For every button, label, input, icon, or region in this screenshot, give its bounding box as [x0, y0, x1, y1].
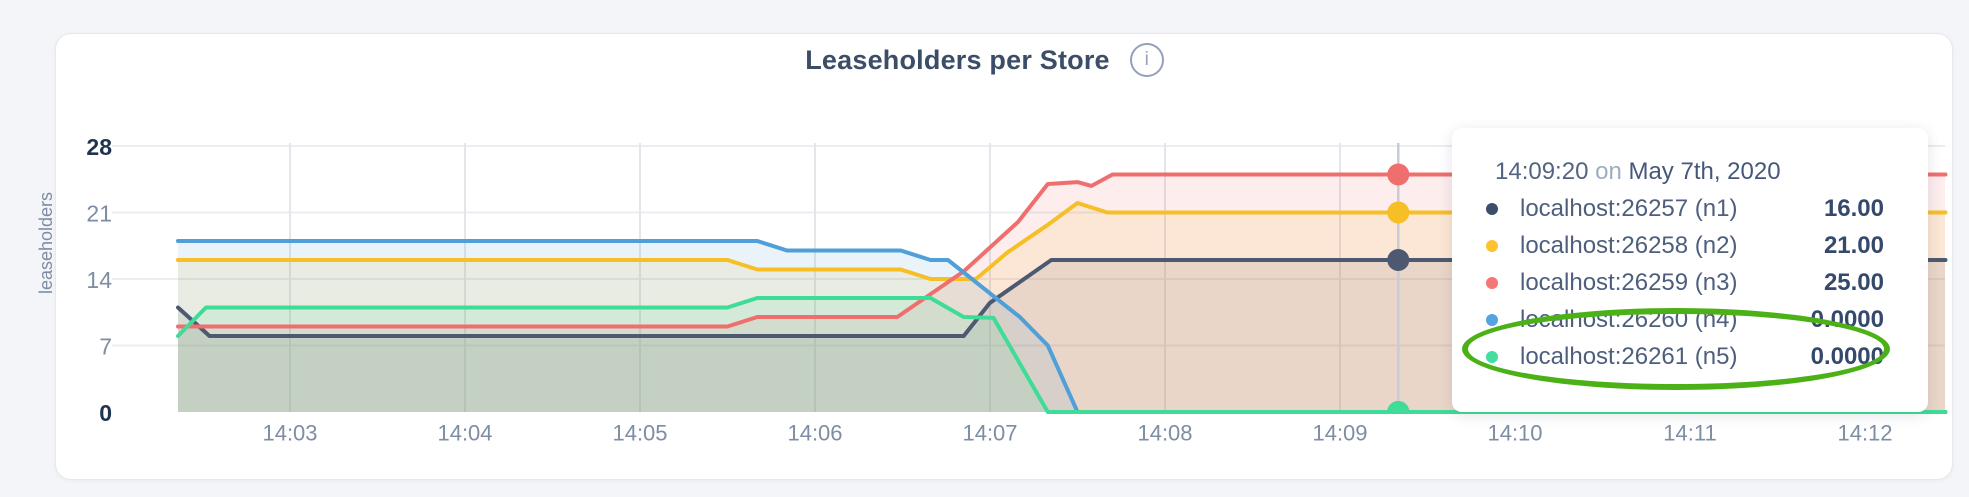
x-tick-label: 14:11 [1663, 421, 1716, 446]
y-tick-label: 0 [99, 400, 112, 426]
tooltip-row: localhost:26258 (n2) 21.00 [1486, 232, 1884, 260]
series-line-n3 [176, 172, 1948, 329]
y-tick-label: 14 [86, 267, 112, 293]
series-line-n5 [176, 296, 1948, 414]
x-tick-label: 14:04 [437, 421, 492, 446]
x-tick-label: 14:05 [612, 421, 667, 446]
cursor-dot-n5 [1387, 401, 1410, 412]
x-tick-label: 14:10 [1487, 421, 1542, 446]
tooltip-timestamp: 14:09:20 on May 7th, 2020 [1486, 158, 1884, 186]
series-name: localhost:26258 (n2) [1520, 232, 1738, 259]
series-dot-icon [1486, 277, 1498, 289]
tooltip-row: localhost:26257 (n1) 16.00 [1486, 195, 1884, 223]
chart-header: Leaseholders per Store i [0, 40, 1969, 80]
series-dot-icon [1486, 203, 1498, 215]
cursor-dot-n3 [1387, 163, 1410, 186]
tooltip-time: 14:09:20 [1495, 158, 1589, 185]
x-tick-label: 14:09 [1312, 421, 1367, 446]
annotation-ellipse [1462, 308, 1890, 390]
series-area-n4 [178, 241, 1945, 412]
series-dot-icon [1486, 240, 1498, 252]
tooltip-date: May 7th, 2020 [1628, 158, 1781, 185]
series-line-n2 [176, 201, 1948, 281]
series-name: localhost:26257 (n1) [1520, 195, 1738, 222]
tooltip-preposition: on [1595, 158, 1622, 185]
x-tick-label: 14:06 [787, 421, 842, 446]
cursor-dot-n1 [1387, 249, 1410, 271]
y-axis-label: leaseholders [36, 192, 56, 294]
info-icon[interactable]: i [1129, 43, 1164, 77]
series-value: 21.00 [1823, 232, 1884, 259]
y-tick-label: 28 [86, 134, 112, 160]
tooltip-row: localhost:26259 (n3) 25.00 [1486, 269, 1884, 297]
series-line-n4 [176, 239, 1948, 414]
cursor-dot-n2 [1387, 201, 1410, 224]
series-value: 16.00 [1823, 195, 1884, 222]
y-tick-label: 7 [99, 334, 112, 360]
series-value: 25.00 [1823, 269, 1884, 296]
series-dot-icon [1486, 314, 1498, 326]
x-tick-label: 14:08 [1137, 421, 1192, 446]
chart-title: Leaseholders per Store [805, 44, 1110, 75]
y-tick-label: 21 [86, 201, 112, 227]
x-tick-label: 14:03 [262, 421, 317, 446]
series-name: localhost:26259 (n3) [1520, 269, 1738, 296]
x-tick-label: 14:12 [1837, 421, 1892, 446]
series-line-n1 [176, 258, 1948, 338]
x-tick-label: 14:07 [962, 421, 1017, 446]
